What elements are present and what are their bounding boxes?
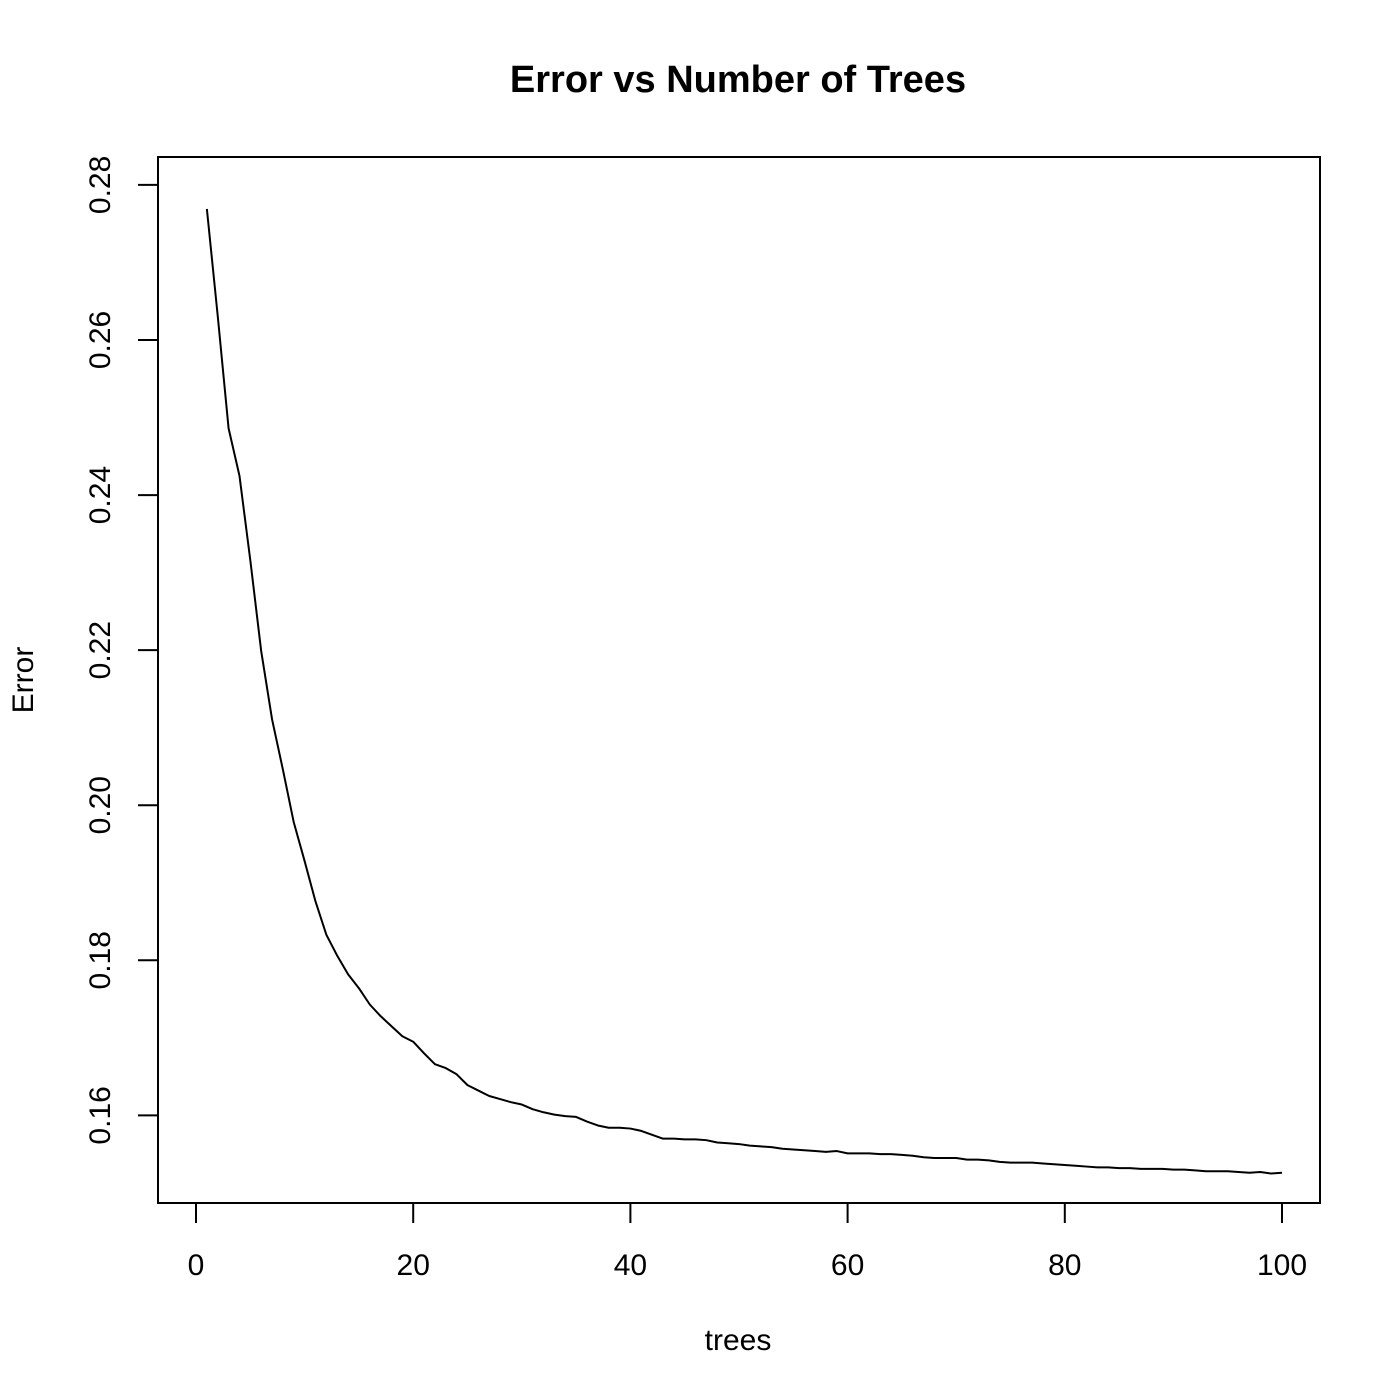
x-axis-title: trees xyxy=(705,1324,772,1357)
y-tick-label: 0.16 xyxy=(84,1086,117,1144)
chart-title: Error vs Number of Trees xyxy=(510,59,966,101)
x-tick-label: 80 xyxy=(1048,1249,1081,1282)
y-tick-label: 0.24 xyxy=(84,466,117,524)
y-tick-label: 0.28 xyxy=(84,156,117,214)
y-axis-title: Error xyxy=(7,647,40,714)
x-tick-label: 40 xyxy=(614,1249,647,1282)
y-tick-label: 0.18 xyxy=(84,931,117,989)
y-tick-label: 0.26 xyxy=(84,311,117,369)
y-axis: 0.16 0.18 0.20 0.22 0.24 0.26 0.28 xyxy=(84,156,159,1145)
x-tick-label: 0 xyxy=(188,1249,205,1282)
x-tick-label: 60 xyxy=(831,1249,864,1282)
series-line-error xyxy=(205,208,1283,1175)
y-tick-label: 0.22 xyxy=(84,621,117,679)
x-tick-label: 100 xyxy=(1257,1249,1307,1282)
x-tick-label: 20 xyxy=(397,1249,430,1282)
x-axis: 0 20 40 60 80 100 xyxy=(188,1202,1307,1282)
y-tick-label: 0.20 xyxy=(84,776,117,834)
